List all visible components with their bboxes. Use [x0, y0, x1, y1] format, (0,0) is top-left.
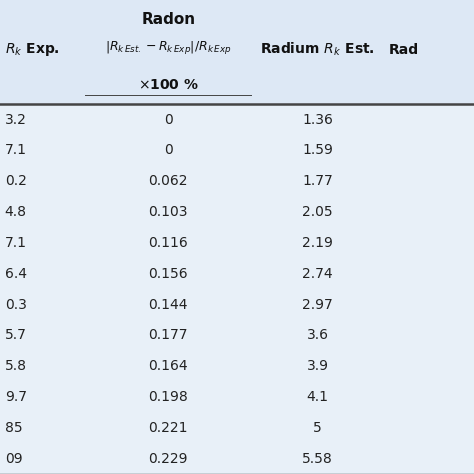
Text: 0.062: 0.062 — [148, 174, 188, 188]
Text: 3.6: 3.6 — [307, 328, 328, 342]
Text: 0.229: 0.229 — [148, 452, 188, 465]
Text: 1.36: 1.36 — [302, 113, 333, 127]
Text: 0.198: 0.198 — [148, 390, 188, 404]
Text: 9.7: 9.7 — [5, 390, 27, 404]
Text: 1.59: 1.59 — [302, 144, 333, 157]
Text: $\times$100 %: $\times$100 % — [138, 78, 199, 92]
Text: Rad: Rad — [389, 43, 419, 57]
Text: Radon: Radon — [141, 12, 195, 27]
Text: 09: 09 — [5, 452, 22, 465]
Text: 6.4: 6.4 — [5, 267, 27, 281]
Text: 2.05: 2.05 — [302, 205, 333, 219]
Text: 2.19: 2.19 — [302, 236, 333, 250]
Text: 5.58: 5.58 — [302, 452, 333, 465]
Text: 0.164: 0.164 — [148, 359, 188, 373]
Text: 5.7: 5.7 — [5, 328, 27, 342]
Text: 0: 0 — [164, 144, 173, 157]
Text: 7.1: 7.1 — [5, 144, 27, 157]
Text: 2.74: 2.74 — [302, 267, 333, 281]
Text: 5: 5 — [313, 421, 322, 435]
Text: $\mathbf{\mathit{R}}_{k}$ Exp.: $\mathbf{\mathit{R}}_{k}$ Exp. — [5, 41, 60, 58]
Text: 4.8: 4.8 — [5, 205, 27, 219]
Text: 0.3: 0.3 — [5, 298, 27, 311]
Text: 3.2: 3.2 — [5, 113, 27, 127]
Text: 0.156: 0.156 — [148, 267, 188, 281]
Text: 3.9: 3.9 — [307, 359, 328, 373]
Text: Radium $\mathbf{\mathit{R}}_{k}$ Est.: Radium $\mathbf{\mathit{R}}_{k}$ Est. — [260, 41, 375, 58]
Text: 5.8: 5.8 — [5, 359, 27, 373]
Text: 0.144: 0.144 — [148, 298, 188, 311]
Text: 0.177: 0.177 — [148, 328, 188, 342]
Text: 0.103: 0.103 — [148, 205, 188, 219]
Text: 2.97: 2.97 — [302, 298, 333, 311]
Text: $\left|R_{k\,Est.} - R_{k\,Exp}\right| / R_{k\,Exp}$: $\left|R_{k\,Est.} - R_{k\,Exp}\right| /… — [105, 39, 231, 56]
Text: 4.1: 4.1 — [307, 390, 328, 404]
Text: 0.116: 0.116 — [148, 236, 188, 250]
FancyBboxPatch shape — [0, 0, 474, 104]
Text: 0.2: 0.2 — [5, 174, 27, 188]
Text: 0.221: 0.221 — [148, 421, 188, 435]
Text: 7.1: 7.1 — [5, 236, 27, 250]
Text: 85: 85 — [5, 421, 22, 435]
Text: 0: 0 — [164, 113, 173, 127]
Text: 1.77: 1.77 — [302, 174, 333, 188]
